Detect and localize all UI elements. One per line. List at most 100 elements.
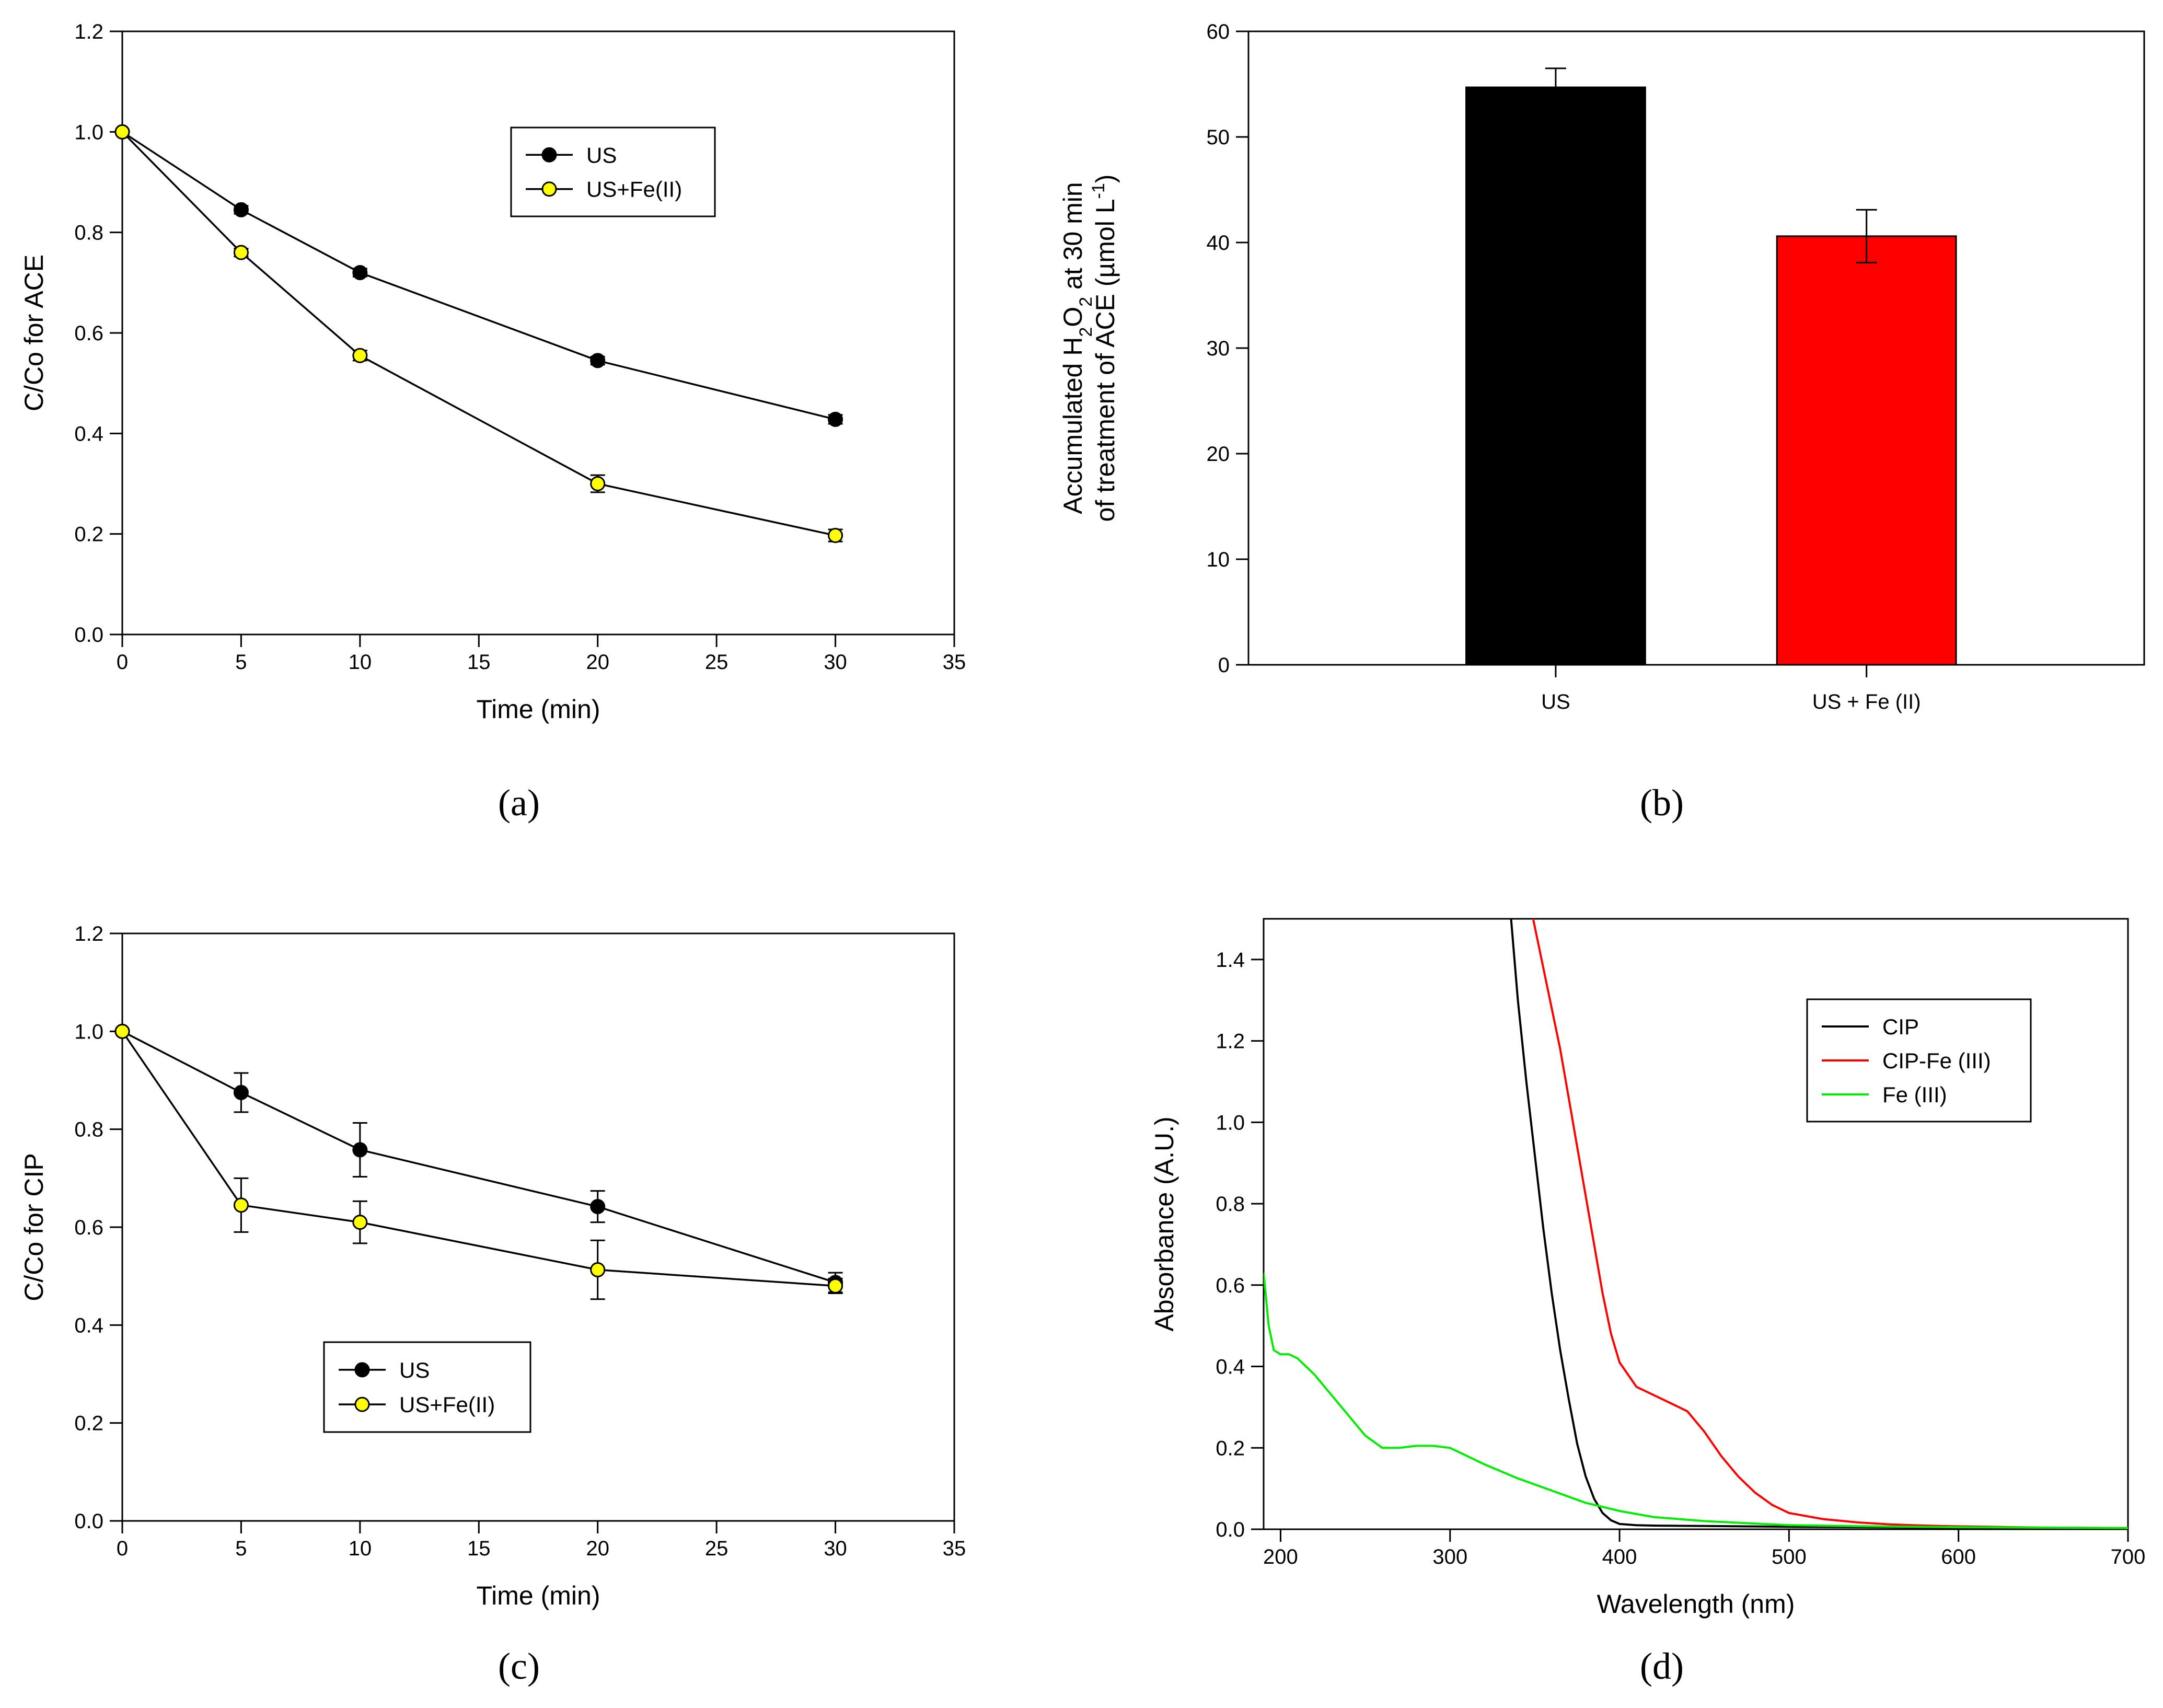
x-tick-label: 10: [349, 651, 372, 674]
y-tick-label: 0.2: [74, 523, 103, 546]
y-tick-label: 0.6: [1216, 1274, 1245, 1297]
x-tick-label: 400: [1602, 1545, 1637, 1568]
series-line-2: [1532, 919, 2128, 1529]
legend-label-1: CIP: [1882, 1014, 1919, 1039]
y-label-part: Accumulated H: [1058, 337, 1088, 514]
legend-label-2: CIP-Fe (III): [1882, 1048, 1991, 1073]
y-tick-label: 40: [1207, 232, 1230, 255]
y-axis-label: Absorbance (A.U.): [1150, 1116, 1179, 1331]
y-axis-label: C/Co for CIP: [19, 1153, 49, 1301]
x-tick-label: 0: [117, 651, 128, 674]
legend-label-2: US+Fe(II): [399, 1392, 495, 1417]
x-tick-label: 25: [705, 651, 728, 674]
y-tick-label: 1.0: [1216, 1111, 1245, 1134]
x-tick-label: 500: [1772, 1545, 1807, 1568]
chart-panel-a: 0 5 10 15 20 25 30 35 0.0 0.2 0.4 0.6 0.8 1.0 1.2 Time …: [19, 20, 966, 824]
y-tick-label: 20: [1207, 443, 1230, 466]
y-tick-label: 0.6: [74, 1216, 103, 1239]
x-tick-label: 300: [1432, 1545, 1467, 1568]
y-tick-label: 1.2: [74, 20, 103, 43]
legend-box: [323, 1341, 531, 1433]
y-tick-label: 1.0: [74, 1020, 103, 1043]
chart-panel-c: 0 5 10 15 20 25 30 35 0.0 0.2 0.4 0.6 0.8 1.0 1.2 Time …: [19, 922, 966, 1687]
panel-label: (a): [498, 782, 540, 824]
y-axis-label-line-1: Accumulated H2O2 at 30 min: [1058, 182, 1096, 514]
x-tick-label: 5: [235, 1537, 247, 1560]
y-tick-label: 0.0: [74, 1510, 103, 1533]
x-tick-label: 0: [117, 1537, 128, 1560]
series-line-1: [1510, 919, 2128, 1529]
y-tick-label: 0.8: [1216, 1193, 1245, 1216]
data-point-series-2: [114, 1023, 130, 1039]
y-label-subscript: 2: [1076, 327, 1096, 337]
legend-label-1: US: [586, 143, 617, 167]
data-point-series-2: [352, 1215, 368, 1230]
y-tick-label: 0.4: [74, 422, 103, 445]
y-tick-label: 0.8: [74, 1118, 103, 1141]
legend-marker-1: [354, 1362, 370, 1378]
chart-panel-d: 200 300 400 500 600 700 0.0 0.2 0.4 0.6 0.8 1.0 1.2 1…: [1150, 918, 2146, 1687]
y-tick-label: 0.0: [1216, 1518, 1245, 1541]
category-label-2: US + Fe (II): [1812, 690, 1921, 713]
y-tick-label: 0.0: [74, 624, 103, 647]
x-tick-label: 25: [705, 1537, 728, 1560]
data-point-series-2: [590, 1262, 606, 1277]
y-tick-label: 10: [1207, 548, 1230, 571]
x-tick-label: 15: [467, 651, 491, 674]
y-tick-label: 0.2: [1216, 1437, 1245, 1460]
x-tick-label: 20: [586, 1537, 609, 1560]
x-tick-label: 35: [943, 1537, 966, 1560]
data-point-series-2: [590, 476, 606, 491]
chart-panel-b: 0 10 20 30 40 50 60 US US + Fe (II) Accumulated H…: [1058, 20, 2145, 824]
x-axis-label: Time (min): [476, 1581, 600, 1610]
panel-label: (d): [1640, 1645, 1684, 1687]
legend-box: [510, 126, 716, 217]
legend-marker-1: [541, 147, 557, 163]
y-tick-label: 50: [1207, 126, 1230, 149]
panel-label: (b): [1640, 782, 1684, 824]
y-tick-label: 30: [1207, 337, 1230, 360]
data-point-series-1: [590, 353, 606, 368]
y-label-part: ): [1091, 175, 1120, 183]
data-point-series-2: [828, 1278, 843, 1294]
x-tick-label: 600: [1941, 1545, 1976, 1568]
y-label-part: at 30 min: [1058, 182, 1088, 297]
data-point-series-1: [828, 411, 843, 427]
y-tick-label: 1.4: [1216, 949, 1245, 972]
bar-2: [1776, 235, 1957, 666]
x-tick-label: 10: [349, 1537, 372, 1560]
y-tick-label: 60: [1207, 20, 1230, 43]
y-tick-label: 1.0: [74, 121, 103, 144]
y-tick-label: 0.4: [1216, 1356, 1245, 1379]
y-tick-label: 0.4: [74, 1314, 103, 1337]
series-line-3: [1264, 1273, 2128, 1529]
x-tick-label: 200: [1263, 1545, 1298, 1568]
legend-label-2: US+Fe(II): [586, 177, 682, 202]
data-point-series-2: [352, 348, 368, 363]
x-tick-label: 700: [2111, 1545, 2146, 1568]
y-tick-label: 1.2: [1216, 1030, 1245, 1053]
data-point-series-1: [233, 202, 249, 217]
data-point-series-1: [352, 265, 368, 281]
plot-frame-d: [1263, 918, 2129, 1530]
y-tick-label: 0: [1218, 654, 1230, 677]
x-tick-label: 35: [943, 651, 966, 674]
y-axis-label: C/Co for ACE: [19, 255, 49, 411]
x-axis-label: Wavelength (nm): [1597, 1589, 1795, 1619]
category-label-1: US: [1541, 690, 1570, 713]
y-tick-label: 0.6: [74, 322, 103, 345]
x-tick-label: 30: [824, 1537, 847, 1560]
data-point-series-2: [233, 1197, 249, 1213]
data-point-series-2: [233, 245, 249, 260]
x-tick-label: 20: [586, 651, 609, 674]
legend-marker-2: [354, 1397, 370, 1412]
y-tick-label: 0.2: [74, 1412, 103, 1435]
data-point-series-1: [233, 1084, 249, 1100]
y-tick-label: 1.2: [74, 922, 103, 945]
data-point-series-1: [352, 1142, 368, 1158]
y-axis-label-line-2: of treatment of ACE (µmol L-1): [1089, 175, 1120, 522]
data-point-series-2: [114, 124, 130, 140]
bar-1: [1465, 86, 1646, 666]
x-axis-label: Time (min): [476, 695, 600, 724]
